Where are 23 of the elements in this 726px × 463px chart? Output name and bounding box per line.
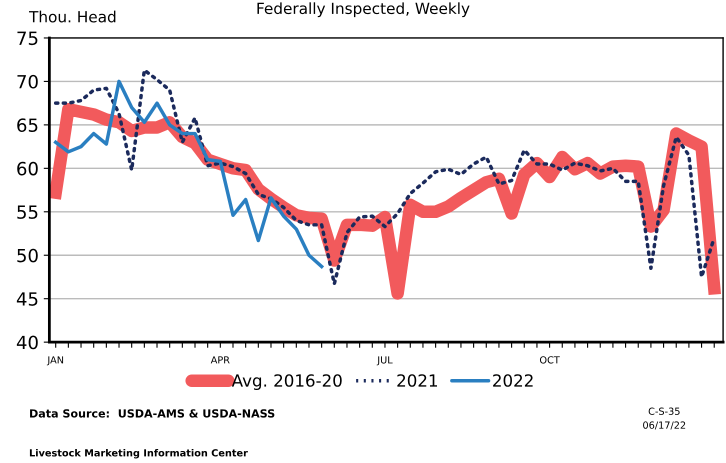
x-tick-label: JAN (46, 356, 64, 366)
text: C-S-35 (648, 408, 680, 415)
y-tick-label: 55 (17, 205, 38, 219)
y-tick-label: 40 (16, 336, 38, 350)
y-tick-label: 65 (17, 118, 38, 132)
chart-title: Federally Inspected, Weekly (257, 2, 470, 18)
y-tick-label: 50 (17, 248, 38, 262)
legend-label: 2021 (397, 374, 438, 387)
text: Livestock Marketing Information Center (30, 448, 248, 458)
y-tick-label: 70 (17, 74, 38, 89)
y-tick-label: 45 (16, 292, 38, 306)
x-tick-label: APR (210, 356, 230, 364)
line-series (54, 68, 716, 286)
legend-label: Avg. 2016-20 (232, 374, 342, 390)
x-tick-label: JUL (376, 356, 393, 366)
legend-label: 2022 (493, 374, 533, 387)
y-tick-label: 60 (17, 162, 38, 176)
x-tick-label: OCT (540, 356, 560, 364)
line-series (54, 80, 324, 268)
y-tick-label: 75 (17, 32, 38, 46)
y-axis-title: Thou. Head (28, 10, 116, 23)
source-note: Data Source: USDA-AMS & USDA-NASS (30, 409, 274, 418)
text: 06/17/22 (643, 421, 686, 430)
